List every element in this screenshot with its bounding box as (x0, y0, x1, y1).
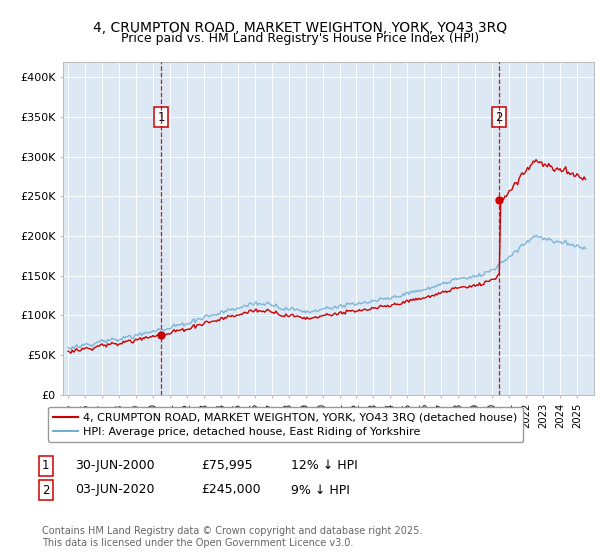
Text: 2: 2 (42, 483, 50, 497)
Text: 12% ↓ HPI: 12% ↓ HPI (291, 459, 358, 473)
Text: 1: 1 (42, 459, 50, 473)
Text: 1: 1 (158, 111, 165, 124)
Text: 9% ↓ HPI: 9% ↓ HPI (291, 483, 350, 497)
Text: Price paid vs. HM Land Registry's House Price Index (HPI): Price paid vs. HM Land Registry's House … (121, 32, 479, 45)
Text: £75,995: £75,995 (201, 459, 253, 473)
Text: 4, CRUMPTON ROAD, MARKET WEIGHTON, YORK, YO43 3RQ: 4, CRUMPTON ROAD, MARKET WEIGHTON, YORK,… (93, 21, 507, 35)
Text: 2: 2 (496, 111, 503, 124)
Text: £245,000: £245,000 (201, 483, 260, 497)
Legend: 4, CRUMPTON ROAD, MARKET WEIGHTON, YORK, YO43 3RQ (detached house), HPI: Average: 4, CRUMPTON ROAD, MARKET WEIGHTON, YORK,… (47, 407, 523, 442)
Text: Contains HM Land Registry data © Crown copyright and database right 2025.
This d: Contains HM Land Registry data © Crown c… (42, 526, 422, 548)
Text: 03-JUN-2020: 03-JUN-2020 (75, 483, 155, 497)
Text: 30-JUN-2000: 30-JUN-2000 (75, 459, 155, 473)
